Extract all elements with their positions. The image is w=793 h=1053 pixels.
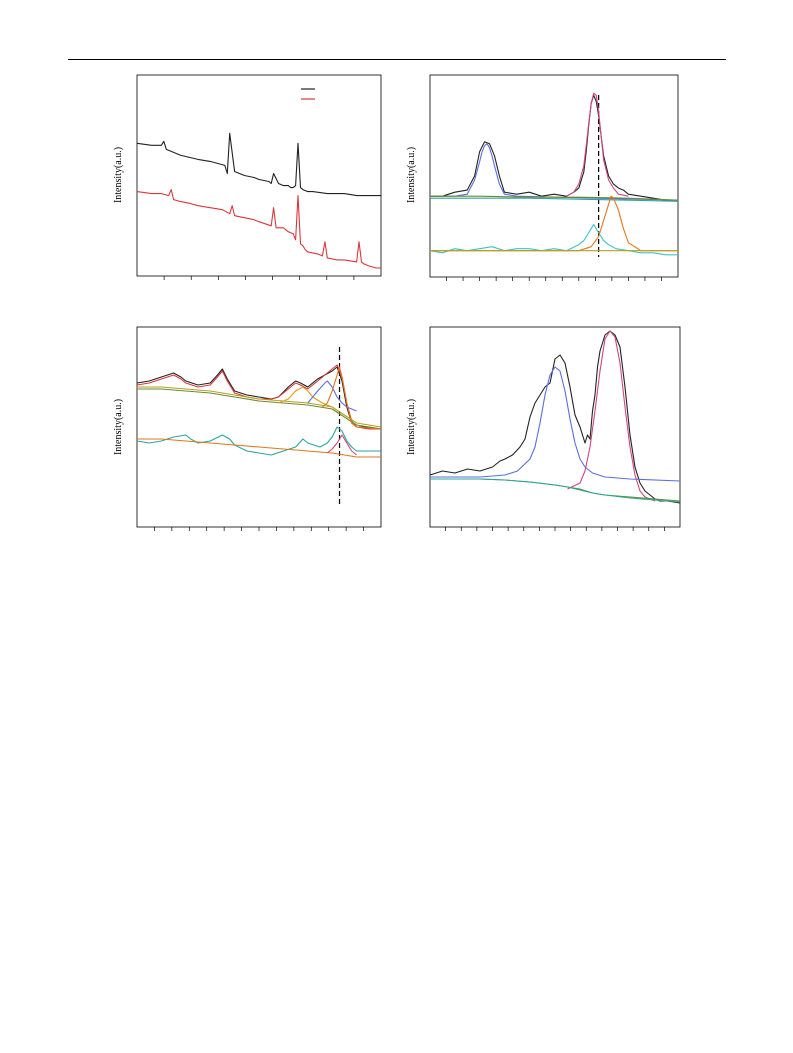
series-line-blue [430,366,681,482]
series-line-blue [430,143,679,201]
series-line-orange [137,438,381,458]
panel-c-chart: Intensity(a.u.) [113,326,382,531]
series-line-magenta [566,92,629,197]
series-line-black [136,366,382,430]
series-line-blue [307,380,357,412]
header-rule [68,59,726,60]
panel-d-frame [429,326,681,528]
panel-d-ylabel: Intensity(a.u.) [406,399,417,455]
series-line-green [430,478,681,502]
series-line-magenta [567,330,656,502]
panel-a-ylabel: Intensity(a.u.) [113,147,124,203]
panel-b-chart: Intensity(a.u.) [406,74,679,281]
panel-b-ylabel: Intensity(a.u.) [406,147,417,203]
series-line-orange [430,195,678,252]
series-line-olive [137,386,382,428]
series-line-orange [322,366,382,430]
series-line-teal [430,478,681,503]
panel-c-frame [136,326,382,528]
panel-d-chart: Intensity(a.u.) [406,326,681,531]
series-line-red [136,189,381,269]
series-line-teal [430,197,679,202]
panel-c-ylabel: Intensity(a.u.) [113,399,124,455]
panel-a-chart: Intensity(a.u.) [113,74,382,280]
series-line-green [430,195,679,201]
series-line-magenta [326,434,357,456]
series-line-green [137,388,382,430]
panel-b-frame [429,74,679,278]
series-line-black [136,132,381,197]
series-line-black [429,330,681,504]
series-line-black [430,94,678,201]
series-line-teal [136,426,381,456]
series-line-gold [278,386,333,408]
panel-a-frame [136,74,382,277]
